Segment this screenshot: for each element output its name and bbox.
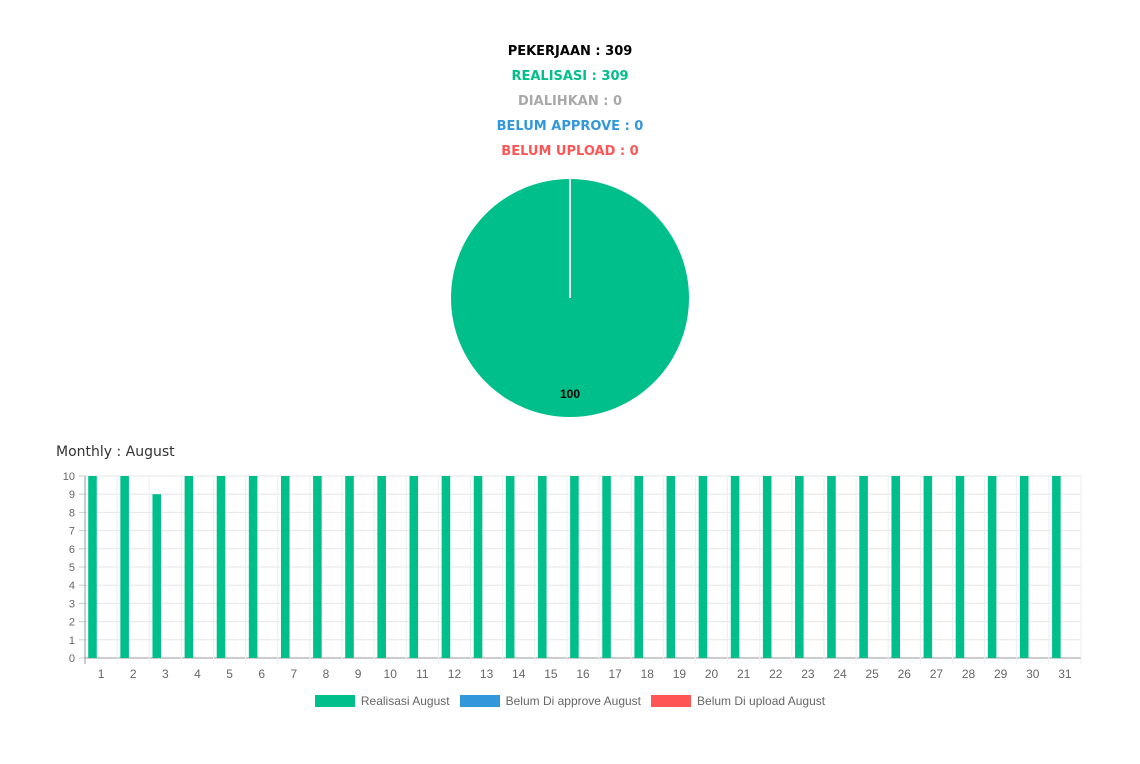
bar-realisasi-august-23 [795,476,804,658]
bar-realisasi-august-9 [345,476,354,658]
y-tick-label: 8 [69,507,75,519]
y-tick-label: 10 [63,471,75,483]
x-tick-label: 11 [416,667,429,681]
y-tick-label: 0 [69,653,75,665]
realisasi-total: REALISASI : 309 [511,69,629,84]
bar-realisasi-august-10 [377,476,386,658]
y-tick-label: 1 [69,635,75,647]
bar-realisasi-august-29 [987,476,997,658]
bar-realisasi-august-24 [827,476,836,658]
x-tick-label: 16 [576,667,590,681]
bar-realisasi-august-20 [698,476,708,658]
bar-realisasi-august-13 [473,476,483,658]
bar-realisasi-august-14 [505,476,515,658]
bar-realisasi-august-6 [248,476,258,658]
x-tick-label: 26 [898,667,912,681]
y-tick-label: 3 [69,598,75,610]
summary-panel: PEKERJAAN : 309 REALISASI : 309 DIALIHKA… [0,42,1140,167]
y-tick-label: 9 [69,489,75,501]
x-tick-label: 22 [769,667,783,681]
bar-realisasi-august-1 [88,476,97,658]
x-tick-label: 5 [226,667,233,681]
y-tick-label: 5 [69,562,75,574]
legend-swatch [651,695,692,707]
x-tick-label: 9 [355,667,362,681]
bar-realisasi-august-17 [602,476,611,658]
bar-realisasi-august-21 [730,476,740,658]
bar-realisasi-august-12 [441,476,451,658]
x-tick-label: 3 [162,667,169,681]
bar-realisasi-august-2 [120,476,129,658]
pekerjaan-total: PEKERJAAN : 309 [507,44,633,59]
x-tick-label: 31 [1058,667,1072,681]
x-tick-label: 27 [930,667,944,681]
bar-realisasi-august-8 [313,476,322,658]
belum-approve-total: BELUM APPROVE : 0 [496,119,644,134]
y-tick-label: 4 [69,580,75,592]
bar-realisasi-august-25 [859,476,868,658]
bar-realisasi-august-19 [666,476,676,658]
monthly-title: Monthly : August [56,444,175,460]
x-tick-label: 15 [544,667,558,681]
x-tick-label: 23 [801,667,815,681]
legend-item[interactable]: Belum Di upload August [651,694,825,708]
belum-upload-total: BELUM UPLOAD : 0 [501,144,639,159]
bar-realisasi-august-22 [762,476,772,658]
x-tick-label: 10 [384,667,398,681]
x-tick-label: 17 [608,667,622,681]
legend-item[interactable]: Belum Di approve August [459,694,642,708]
x-tick-label: 30 [1026,667,1040,681]
x-tick-label: 2 [130,667,137,681]
bar-realisasi-august-4 [184,476,194,658]
legend-label: Belum Di approve August [505,694,642,708]
x-tick-label: 14 [512,667,526,681]
y-tick-label: 2 [69,617,75,629]
x-tick-label: 28 [962,667,976,681]
x-tick-label: 29 [994,667,1008,681]
x-tick-label: 1 [98,667,105,681]
bar-realisasi-august-28 [955,476,965,658]
bar-realisasi-august-16 [570,476,579,658]
pie-chart: 100 [451,179,689,417]
x-tick-label: 19 [673,667,687,681]
x-tick-label: 12 [448,667,462,681]
bar-realisasi-august-5 [216,476,226,658]
pie-data-label: 100 [560,387,580,401]
bar-realisasi-august-27 [923,476,933,658]
legend-label: Realisasi August [360,694,450,708]
dialihkan-total: DIALIHKAN : 0 [518,94,622,109]
chart-legend: Realisasi August Belum Di approve August B… [0,694,1140,708]
bar-realisasi-august-18 [634,476,643,658]
legend-swatch [314,695,355,707]
x-tick-label: 21 [737,667,751,681]
legend-item[interactable]: Realisasi August [314,694,450,708]
x-tick-label: 20 [705,667,719,681]
x-tick-label: 4 [194,667,201,681]
legend-label: Belum Di upload August [697,694,826,708]
x-tick-label: 6 [258,667,265,681]
x-tick-label: 18 [641,667,655,681]
y-tick-label: 7 [69,526,75,538]
bar-realisasi-august-7 [280,476,290,658]
x-tick-label: 13 [480,667,494,681]
y-tick-label: 6 [69,544,75,556]
x-tick-label: 8 [323,667,330,681]
legend-swatch [459,695,500,707]
bar-realisasi-august-15 [538,476,547,658]
x-tick-label: 25 [865,667,879,681]
bar-realisasi-august-11 [409,476,419,658]
bar-realisasi-august-31 [1052,476,1061,658]
x-tick-label: 24 [833,667,847,681]
bar-realisasi-august-26 [891,476,901,658]
x-tick-label: 7 [290,667,297,681]
bar-realisasi-august-3 [152,494,162,658]
bar-realisasi-august-30 [1019,476,1029,658]
